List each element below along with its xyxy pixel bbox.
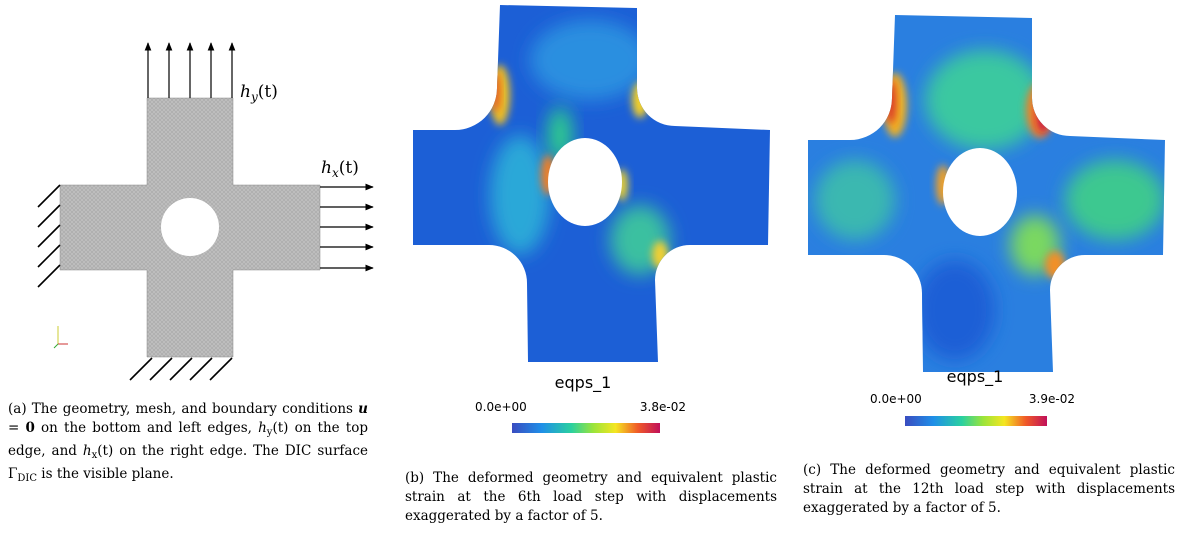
caption-run: is the visible plane. — [37, 466, 174, 482]
caption-run: DIC — [17, 473, 37, 484]
colorbar — [905, 416, 1047, 426]
caption-run: (a) The geometry, mesh, and boundary con… — [8, 401, 358, 417]
hole — [548, 138, 622, 226]
colorbar — [512, 423, 660, 433]
caption-b: (b) The deformed geometry and equivalent… — [405, 469, 777, 526]
caption-run: u — [358, 401, 368, 417]
caption-run: h — [258, 420, 267, 436]
axes-triad — [54, 326, 68, 348]
load-label-top: hy(t) — [240, 82, 278, 104]
colorbar-title: eqps_1 — [947, 367, 1004, 387]
colorbar-title: eqps_1 — [555, 373, 612, 393]
panel-c: eqps_1 0.0e+00 3.9e-02 — [795, 10, 1175, 426]
caption-run: (t) — [97, 443, 113, 459]
colorbar-max: 3.8e-02 — [640, 400, 686, 414]
colorbar-min: 0.0e+00 — [870, 392, 922, 406]
panel-a: hy(t) hx(t) — [38, 43, 373, 380]
page: hy(t) hx(t) eqps_1 0.0e+00 3.8e-02 — [0, 0, 1182, 550]
caption-run: 0 — [25, 420, 34, 436]
caption-run: (c) The deformed geometry and equivalent… — [803, 462, 1175, 516]
left-support — [38, 185, 60, 287]
top-arrows — [148, 43, 232, 98]
hole — [161, 198, 219, 256]
bottom-support — [130, 358, 232, 380]
load-label-right: hx(t) — [321, 158, 359, 180]
panel-b: eqps_1 0.0e+00 3.8e-02 — [400, 0, 780, 433]
caption-a: (a) The geometry, mesh, and boundary con… — [8, 400, 368, 488]
hole — [943, 148, 1017, 236]
right-arrows — [320, 187, 373, 268]
caption-run: h — [83, 443, 92, 459]
caption-run: on the bottom and left edges, — [35, 420, 258, 436]
caption-run: = — [8, 420, 25, 436]
caption-c: (c) The deformed geometry and equivalent… — [803, 461, 1175, 518]
caption-run: (t) — [272, 420, 288, 436]
colorbar-min: 0.0e+00 — [475, 400, 527, 414]
colorbar-max: 3.9e-02 — [1029, 392, 1075, 406]
caption-run: (b) The deformed geometry and equivalent… — [405, 470, 777, 524]
